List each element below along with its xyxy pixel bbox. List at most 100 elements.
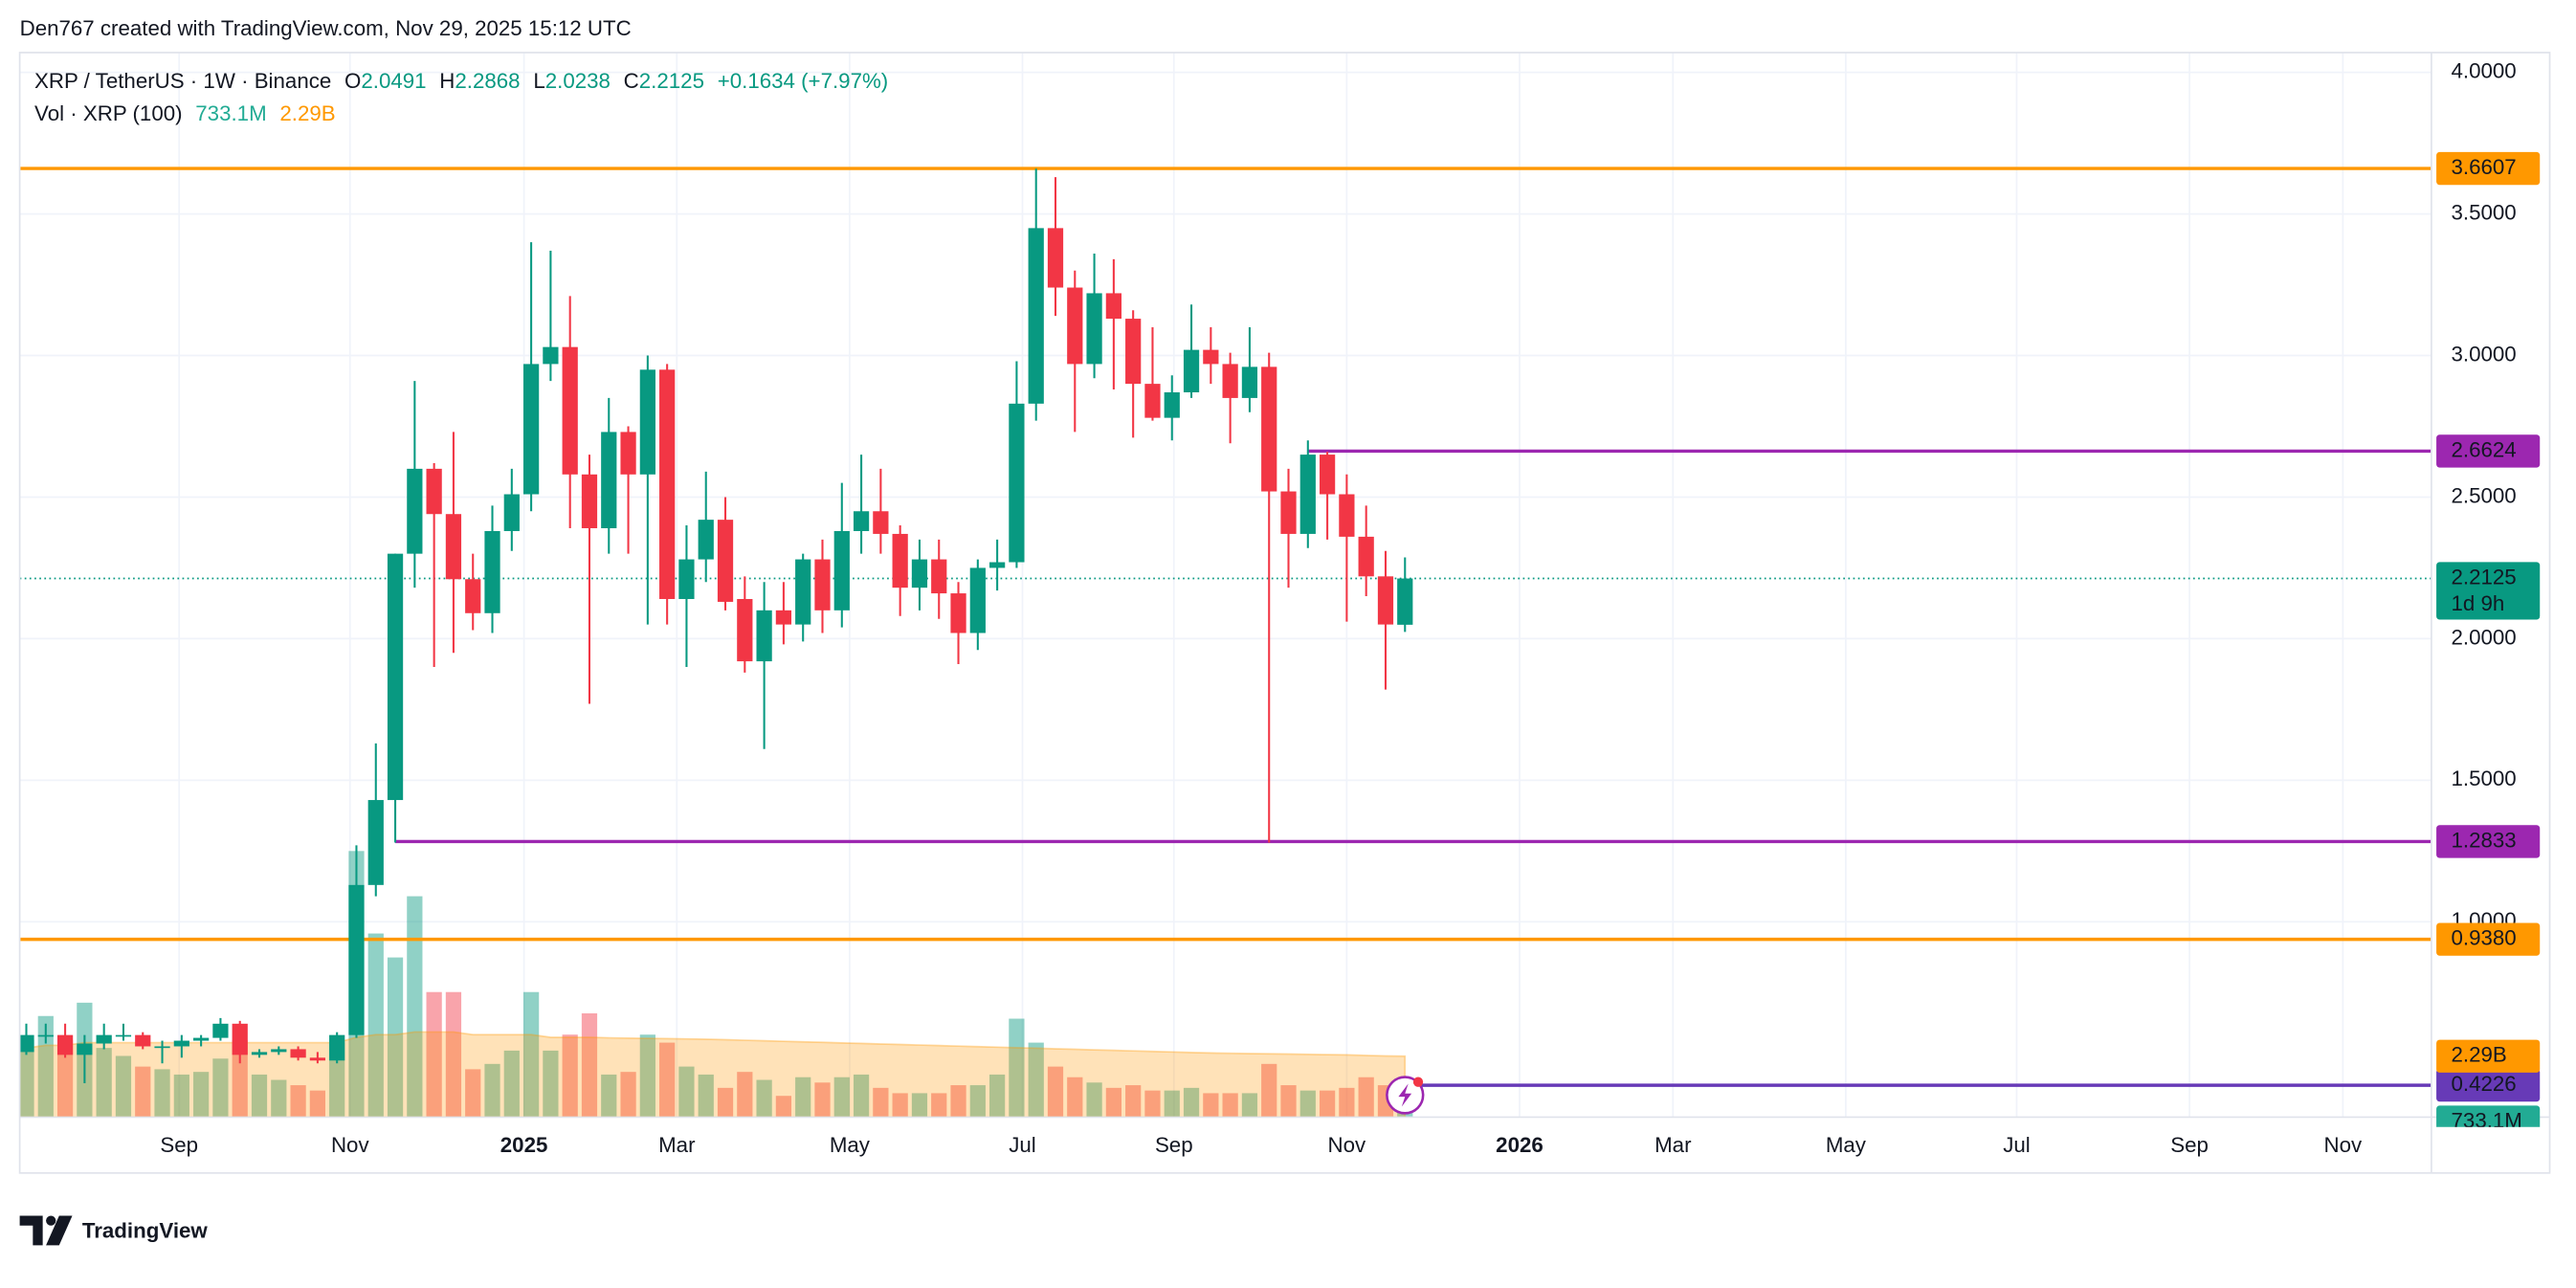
volume-bar	[37, 1015, 54, 1118]
volume-bar	[1299, 1090, 1316, 1118]
candle-body	[1028, 228, 1044, 404]
legend-close: 2.2125	[639, 69, 704, 93]
candle-body	[1358, 536, 1374, 577]
volume-bar	[620, 1072, 636, 1118]
y-tick-label: 2.0000	[2452, 625, 2517, 649]
volume-bar	[911, 1093, 928, 1118]
legend-symbol: XRP / TetherUS · 1W · Binance	[34, 69, 331, 93]
header: Den767 created with TradingView.com, Nov…	[20, 16, 632, 40]
candle-body	[445, 514, 462, 580]
candle-body	[115, 1034, 132, 1037]
volume-bar	[756, 1079, 772, 1118]
candle-body	[271, 1049, 287, 1053]
volume-bar	[193, 1072, 210, 1118]
volume-bar	[154, 1069, 170, 1118]
candle-body	[795, 559, 811, 625]
candle-body	[1009, 403, 1025, 563]
candle-body	[503, 494, 520, 531]
x-tick-label: Sep	[2170, 1133, 2209, 1157]
legend-l: L	[533, 69, 544, 93]
candle-body	[37, 1034, 54, 1037]
volume-bar	[1203, 1093, 1219, 1118]
level-label-box	[2436, 434, 2541, 468]
volume-bar	[19, 1039, 34, 1118]
volume-bar	[1067, 1077, 1083, 1118]
volume-bar	[950, 1085, 966, 1118]
level-label-box	[2436, 922, 2541, 956]
volume-bar	[1009, 1018, 1025, 1118]
candle-body	[348, 884, 365, 1035]
volume-bar	[853, 1074, 870, 1118]
alert-icon	[1398, 1083, 1412, 1107]
logo-icon	[19, 1215, 43, 1246]
alert-dot	[1412, 1077, 1424, 1087]
volume-bar	[543, 1050, 559, 1118]
legend-ohlc: XRP / TetherUS · 1W · Binance O2.0491 H2.2…	[34, 69, 888, 93]
candle-body	[601, 432, 617, 529]
x-tick-label: Sep	[1155, 1133, 1193, 1157]
volume-bar	[212, 1058, 229, 1118]
candle-body	[543, 346, 559, 365]
y-tick-label: 3.5000	[2452, 200, 2517, 224]
candle-body	[1377, 576, 1394, 625]
volume-ma-last: 2.29B	[279, 101, 335, 125]
candle-body	[950, 593, 966, 633]
volume-bar	[173, 1074, 189, 1118]
volume-bar	[1028, 1042, 1044, 1118]
candle-body	[426, 468, 442, 515]
volume-label: 733.1M	[2452, 1108, 2522, 1132]
volume-bar	[251, 1074, 268, 1118]
candle-body	[251, 1052, 268, 1055]
volume-bar	[873, 1087, 889, 1118]
volume-bar	[1319, 1090, 1336, 1118]
candle-body	[407, 468, 423, 554]
candle-body	[1222, 364, 1238, 398]
volume-bar	[931, 1093, 947, 1118]
candle-body	[1183, 349, 1200, 392]
price-pane	[19, 167, 2432, 1115]
level-label-box	[2436, 825, 2541, 858]
logo-icon	[46, 1215, 73, 1246]
candle-body	[522, 364, 540, 495]
volume-bar	[96, 1048, 112, 1118]
volume-bar	[562, 1034, 578, 1118]
legend-volume: Vol · XRP (100) 733.1M 2.29B	[34, 101, 336, 125]
candle-body	[892, 533, 908, 588]
candle-body	[329, 1034, 345, 1061]
x-tick-label: Jul	[2003, 1133, 2031, 1157]
x-tick-label: 2026	[1496, 1133, 1543, 1157]
candle-body	[911, 559, 928, 588]
x-tick-label: May	[1826, 1133, 1867, 1157]
candle-body	[1047, 228, 1064, 288]
candle-body	[212, 1023, 229, 1038]
candle-body	[931, 559, 947, 594]
volume-bar	[969, 1085, 986, 1118]
volume-bar	[659, 1042, 676, 1118]
volume-bar	[1105, 1087, 1121, 1118]
candle-body	[1261, 366, 1277, 492]
y-tick-label: 3.0000	[2452, 342, 2517, 366]
candle-body	[387, 553, 404, 801]
volume-bar	[1280, 1085, 1297, 1118]
candle-body	[290, 1049, 306, 1058]
volume-bar	[290, 1085, 306, 1118]
candle-body	[1144, 384, 1161, 418]
level-label-box	[2436, 1068, 2541, 1102]
volume-bar	[503, 1050, 520, 1118]
candle-body	[989, 562, 1006, 568]
level-label: 3.6607	[2452, 155, 2517, 179]
volume-bar	[833, 1077, 850, 1118]
x-tick-label: Jul	[1009, 1133, 1036, 1157]
frame	[18, 52, 2551, 1174]
candle-body	[737, 598, 753, 662]
legend-open: 2.0491	[361, 69, 426, 93]
candle-body	[1299, 455, 1316, 534]
candle-body	[19, 1034, 34, 1053]
candle-body	[1086, 293, 1102, 365]
last-price-box	[2436, 562, 2541, 620]
volume-pane	[19, 851, 1413, 1118]
candle-body	[969, 567, 986, 633]
volume-bar	[522, 991, 540, 1118]
volume-bar	[892, 1093, 908, 1118]
